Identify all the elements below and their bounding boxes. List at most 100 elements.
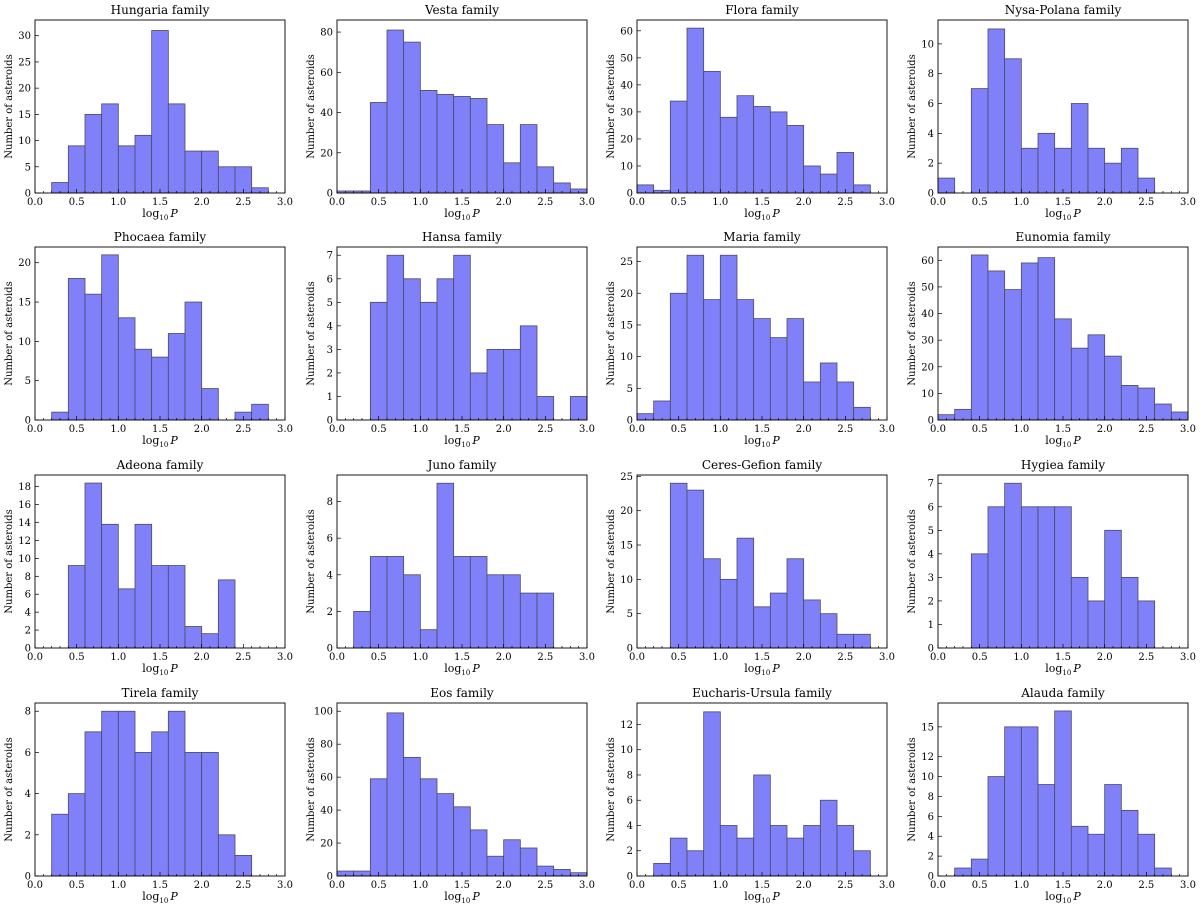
histogram-bar	[436, 94, 455, 194]
histogram-bar	[686, 850, 705, 877]
histogram-bar	[67, 278, 86, 421]
x-tick-label: 1.0	[712, 197, 728, 208]
histogram-bar	[1020, 506, 1039, 649]
chart-panel: Hungaria family 0.0 0.5 1.0 1.5 2.0 2.5 3.0 0 5 10…	[4, 3, 293, 222]
histogram-bar	[753, 318, 771, 421]
y-tick-label: 6	[928, 502, 934, 513]
y-tick-label: 20	[921, 362, 934, 373]
y-tick-label: 2	[928, 852, 934, 863]
y-tick-label: 15	[18, 298, 31, 309]
x-axis-label-sub: 10	[159, 214, 168, 222]
x-tick-label: 0.0	[930, 424, 946, 435]
histogram-bar	[1004, 482, 1022, 649]
x-tick-label: 0.0	[629, 197, 645, 208]
x-tick-label: 1.0	[1013, 197, 1029, 208]
histogram-bar	[970, 553, 989, 649]
y-tick-label: 2	[928, 159, 934, 170]
histogram-bar	[1054, 318, 1072, 421]
y-tick-label: 0	[25, 416, 31, 427]
x-axis-label-var: P	[1072, 890, 1081, 903]
x-tick-label: 2.0	[496, 197, 512, 208]
histogram-bar	[736, 95, 755, 194]
histogram-bar	[669, 292, 688, 421]
histogram-bar	[101, 710, 119, 877]
histogram-bar	[453, 254, 471, 421]
y-axis-label: Number of asteroids	[606, 54, 617, 158]
histogram-bar	[353, 610, 371, 649]
y-tick-label: 4	[627, 821, 633, 832]
x-tick-label: 2.5	[1138, 197, 1154, 208]
x-tick-label: 3.0	[1180, 652, 1196, 663]
y-tick-label: 60	[320, 773, 333, 784]
histogram-bar	[1020, 726, 1039, 877]
x-axis-label-sub: 10	[159, 669, 168, 677]
x-tick-label: 2.0	[194, 652, 210, 663]
x-tick-label: 1.0	[1013, 880, 1029, 891]
x-axis-label-var: P	[471, 662, 480, 675]
x-tick-label: 2.5	[1138, 652, 1154, 663]
histogram-bar	[987, 28, 1006, 194]
y-tick-label: 4	[928, 549, 934, 560]
y-tick-label: 2	[327, 368, 333, 379]
chart-panel: Hansa family 0.0 0.5 1.0 1.5 2.0 2.5 3.0 0 1 2 3 4 5 6…	[306, 230, 595, 449]
y-tick-label: 0	[928, 189, 934, 200]
x-tick-label: 2.5	[1138, 880, 1154, 891]
y-tick-label: 7	[928, 479, 934, 490]
x-tick-label: 1.5	[754, 424, 770, 435]
histogram-bar	[536, 592, 555, 649]
histogram-bar	[786, 837, 805, 877]
y-tick-label: 12	[620, 720, 633, 731]
histogram-bar	[786, 318, 805, 421]
histogram-bar	[453, 806, 471, 877]
histogram-bar	[803, 599, 821, 649]
histogram-bar	[1120, 147, 1139, 194]
y-tick-label: 8	[627, 770, 633, 781]
histogram-bar	[819, 613, 838, 649]
x-tick-label: 0.0	[629, 880, 645, 891]
y-tick-label: 4	[327, 321, 333, 332]
histogram-bar	[753, 606, 771, 649]
y-tick-label: 100	[314, 707, 333, 718]
chart-panel: Flora family 0.0 0.5 1.0 1.5 2.0 2.5 3.0 0 10 20 30…	[606, 3, 895, 222]
y-tick-label: 8	[928, 69, 934, 80]
x-axis-label-sub: 10	[159, 897, 168, 904]
y-axis-label: Number of asteroids	[4, 54, 15, 158]
histogram-bar	[1054, 147, 1072, 194]
histogram-bar	[134, 348, 153, 421]
x-tick-label: 0.0	[27, 424, 43, 435]
x-tick-label: 1.0	[110, 652, 126, 663]
y-tick-label: 20	[320, 839, 333, 850]
x-axis-label-var: P	[471, 434, 480, 447]
x-axis-label-sub: 10	[1062, 897, 1071, 904]
x-tick-label: 0.5	[671, 880, 687, 891]
y-tick-label: 12	[18, 536, 31, 547]
chart-panel: Hygiea family 0.0 0.5 1.0 1.5 2.0 2.5 3.0 0 1 2 3 4 5…	[907, 458, 1196, 677]
x-axis-label: log10 P	[444, 662, 480, 677]
chart-title: Eunomia family	[1015, 230, 1110, 244]
y-tick-label: 4	[25, 789, 31, 800]
x-tick-label: 2.0	[194, 197, 210, 208]
x-tick-label: 1.5	[454, 197, 470, 208]
histogram-bar	[853, 850, 871, 877]
x-tick-label: 1.0	[412, 424, 428, 435]
histogram-bar	[386, 712, 405, 877]
histogram-bar	[769, 111, 788, 194]
y-tick-label: 40	[921, 309, 934, 320]
histogram-bar	[117, 317, 136, 421]
histogram-bar	[1087, 147, 1106, 194]
y-tick-label: 0	[627, 189, 633, 200]
x-axis-label: log10 P	[1045, 662, 1081, 677]
y-tick-label: 15	[620, 541, 633, 552]
y-tick-label: 5	[627, 384, 633, 395]
histogram-bar	[803, 825, 821, 877]
histogram-bar	[686, 27, 705, 194]
histogram-bar	[151, 356, 169, 421]
x-axis-label: log10 P	[142, 662, 178, 677]
y-tick-label: 2	[25, 626, 31, 637]
histogram-bar	[519, 124, 538, 194]
y-tick-label: 50	[921, 282, 934, 293]
histogram-bar	[403, 574, 421, 649]
x-tick-label: 1.0	[110, 880, 126, 891]
histogram-bar	[134, 134, 153, 194]
y-tick-label: 20	[18, 84, 31, 95]
